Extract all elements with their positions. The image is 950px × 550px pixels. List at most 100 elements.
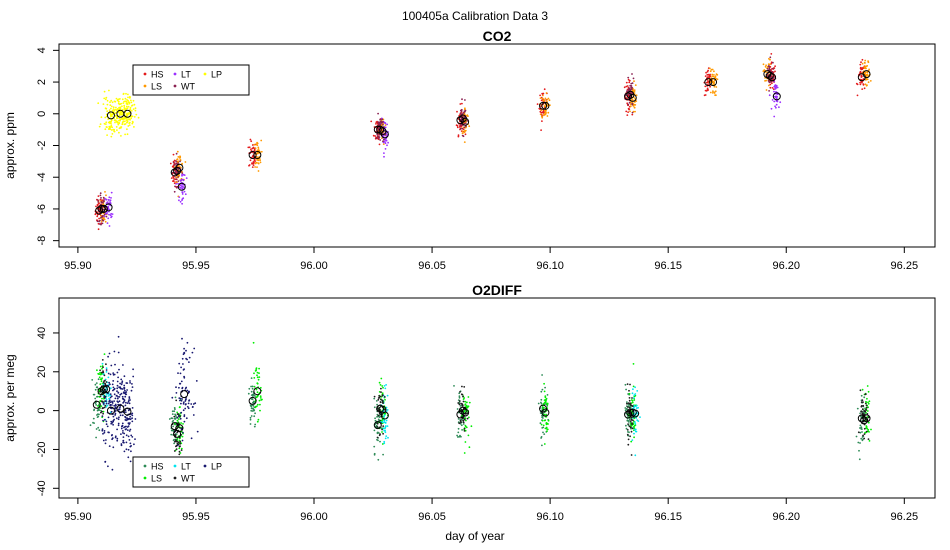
- point-ls: [259, 161, 262, 164]
- point-ls: [182, 423, 184, 425]
- point-hs: [96, 414, 98, 416]
- point-wt: [105, 363, 107, 366]
- point-lp: [120, 387, 122, 390]
- point-lp: [130, 450, 132, 453]
- point-ls: [868, 400, 871, 403]
- point-ls: [98, 373, 100, 376]
- point-lp: [128, 402, 131, 405]
- point-hs: [539, 422, 542, 424]
- point-wt: [383, 408, 386, 411]
- point-lp: [120, 433, 122, 435]
- point-ls: [769, 63, 771, 66]
- point-hs: [92, 393, 95, 396]
- mean-lp: [106, 111, 115, 120]
- legend-label-lt: LT: [181, 70, 191, 80]
- point-ls: [465, 426, 468, 429]
- point-lt: [775, 87, 777, 90]
- point-lt: [382, 427, 385, 430]
- point-lt: [773, 115, 776, 118]
- point-wt: [460, 402, 462, 405]
- point-hs: [96, 211, 99, 214]
- point-lp: [183, 347, 186, 350]
- point-hs: [251, 144, 254, 146]
- point-lp: [107, 402, 110, 405]
- point-wt: [99, 194, 102, 197]
- point-lp: [117, 422, 120, 425]
- point-wt: [103, 406, 106, 409]
- point-ls: [253, 385, 256, 388]
- point-ls: [102, 216, 105, 219]
- legend-label-hs: HS: [151, 462, 164, 472]
- point-lp: [130, 389, 133, 392]
- point-ls: [255, 161, 258, 164]
- point-hs: [625, 110, 628, 113]
- point-lp: [116, 129, 118, 132]
- point-wt: [865, 404, 868, 407]
- point-lt: [385, 139, 388, 142]
- point-lt: [383, 121, 386, 124]
- point-ls: [256, 382, 259, 385]
- point-hs: [380, 427, 383, 429]
- point-hs: [97, 228, 100, 231]
- point-lp: [124, 416, 127, 419]
- point-lp: [112, 446, 115, 449]
- point-lp: [113, 387, 116, 390]
- point-lt: [635, 417, 637, 419]
- legend-label-wt: WT: [181, 82, 195, 92]
- point-hs: [249, 418, 252, 421]
- point-ls: [715, 86, 718, 88]
- point-wt: [378, 396, 381, 399]
- y-tick-label: 0: [36, 408, 48, 414]
- point-ls: [864, 83, 867, 86]
- point-wt: [179, 445, 181, 447]
- point-lt: [102, 373, 105, 375]
- point-wt: [100, 201, 103, 204]
- point-ls: [715, 94, 717, 97]
- point-wt: [379, 413, 382, 416]
- point-hs: [374, 417, 376, 420]
- point-lp: [102, 432, 104, 435]
- point-lp: [132, 375, 135, 378]
- point-wt: [627, 423, 629, 425]
- point-wt: [105, 381, 108, 383]
- point-wt: [102, 201, 104, 204]
- point-ls: [102, 410, 105, 413]
- point-wt: [380, 387, 382, 390]
- mean-ls: [541, 408, 550, 417]
- point-wt: [101, 410, 103, 413]
- point-ls: [866, 73, 869, 76]
- mean-hs: [248, 396, 257, 405]
- point-lp: [126, 102, 128, 105]
- point-lp: [127, 113, 130, 115]
- point-lt: [178, 186, 181, 188]
- point-lp: [127, 435, 130, 438]
- point-lt: [633, 428, 636, 431]
- point-lp: [117, 396, 119, 398]
- point-hs: [171, 421, 174, 423]
- point-lp: [192, 403, 195, 405]
- point-lt: [383, 155, 385, 158]
- point-lp: [114, 403, 117, 406]
- point-lt: [633, 397, 635, 399]
- point-ls: [633, 106, 636, 109]
- point-lp: [109, 396, 112, 399]
- point-ls: [629, 105, 632, 108]
- legend-label-lp: LP: [211, 462, 222, 472]
- point-hs: [457, 431, 460, 434]
- point-hs: [459, 405, 462, 407]
- point-lt: [178, 199, 180, 202]
- point-lp: [134, 107, 137, 110]
- legend-marker-lp: [203, 464, 207, 468]
- point-hs: [95, 404, 97, 406]
- point-lp: [111, 468, 114, 471]
- point-wt: [96, 220, 99, 223]
- point-hs: [174, 408, 176, 410]
- point-ls: [463, 141, 466, 144]
- point-lp: [111, 133, 114, 135]
- y-tick-label: -4: [36, 172, 48, 182]
- point-hs: [625, 81, 628, 84]
- point-ls: [869, 80, 872, 82]
- point-lt: [634, 393, 637, 395]
- point-hs: [252, 409, 255, 412]
- point-ls: [103, 353, 106, 355]
